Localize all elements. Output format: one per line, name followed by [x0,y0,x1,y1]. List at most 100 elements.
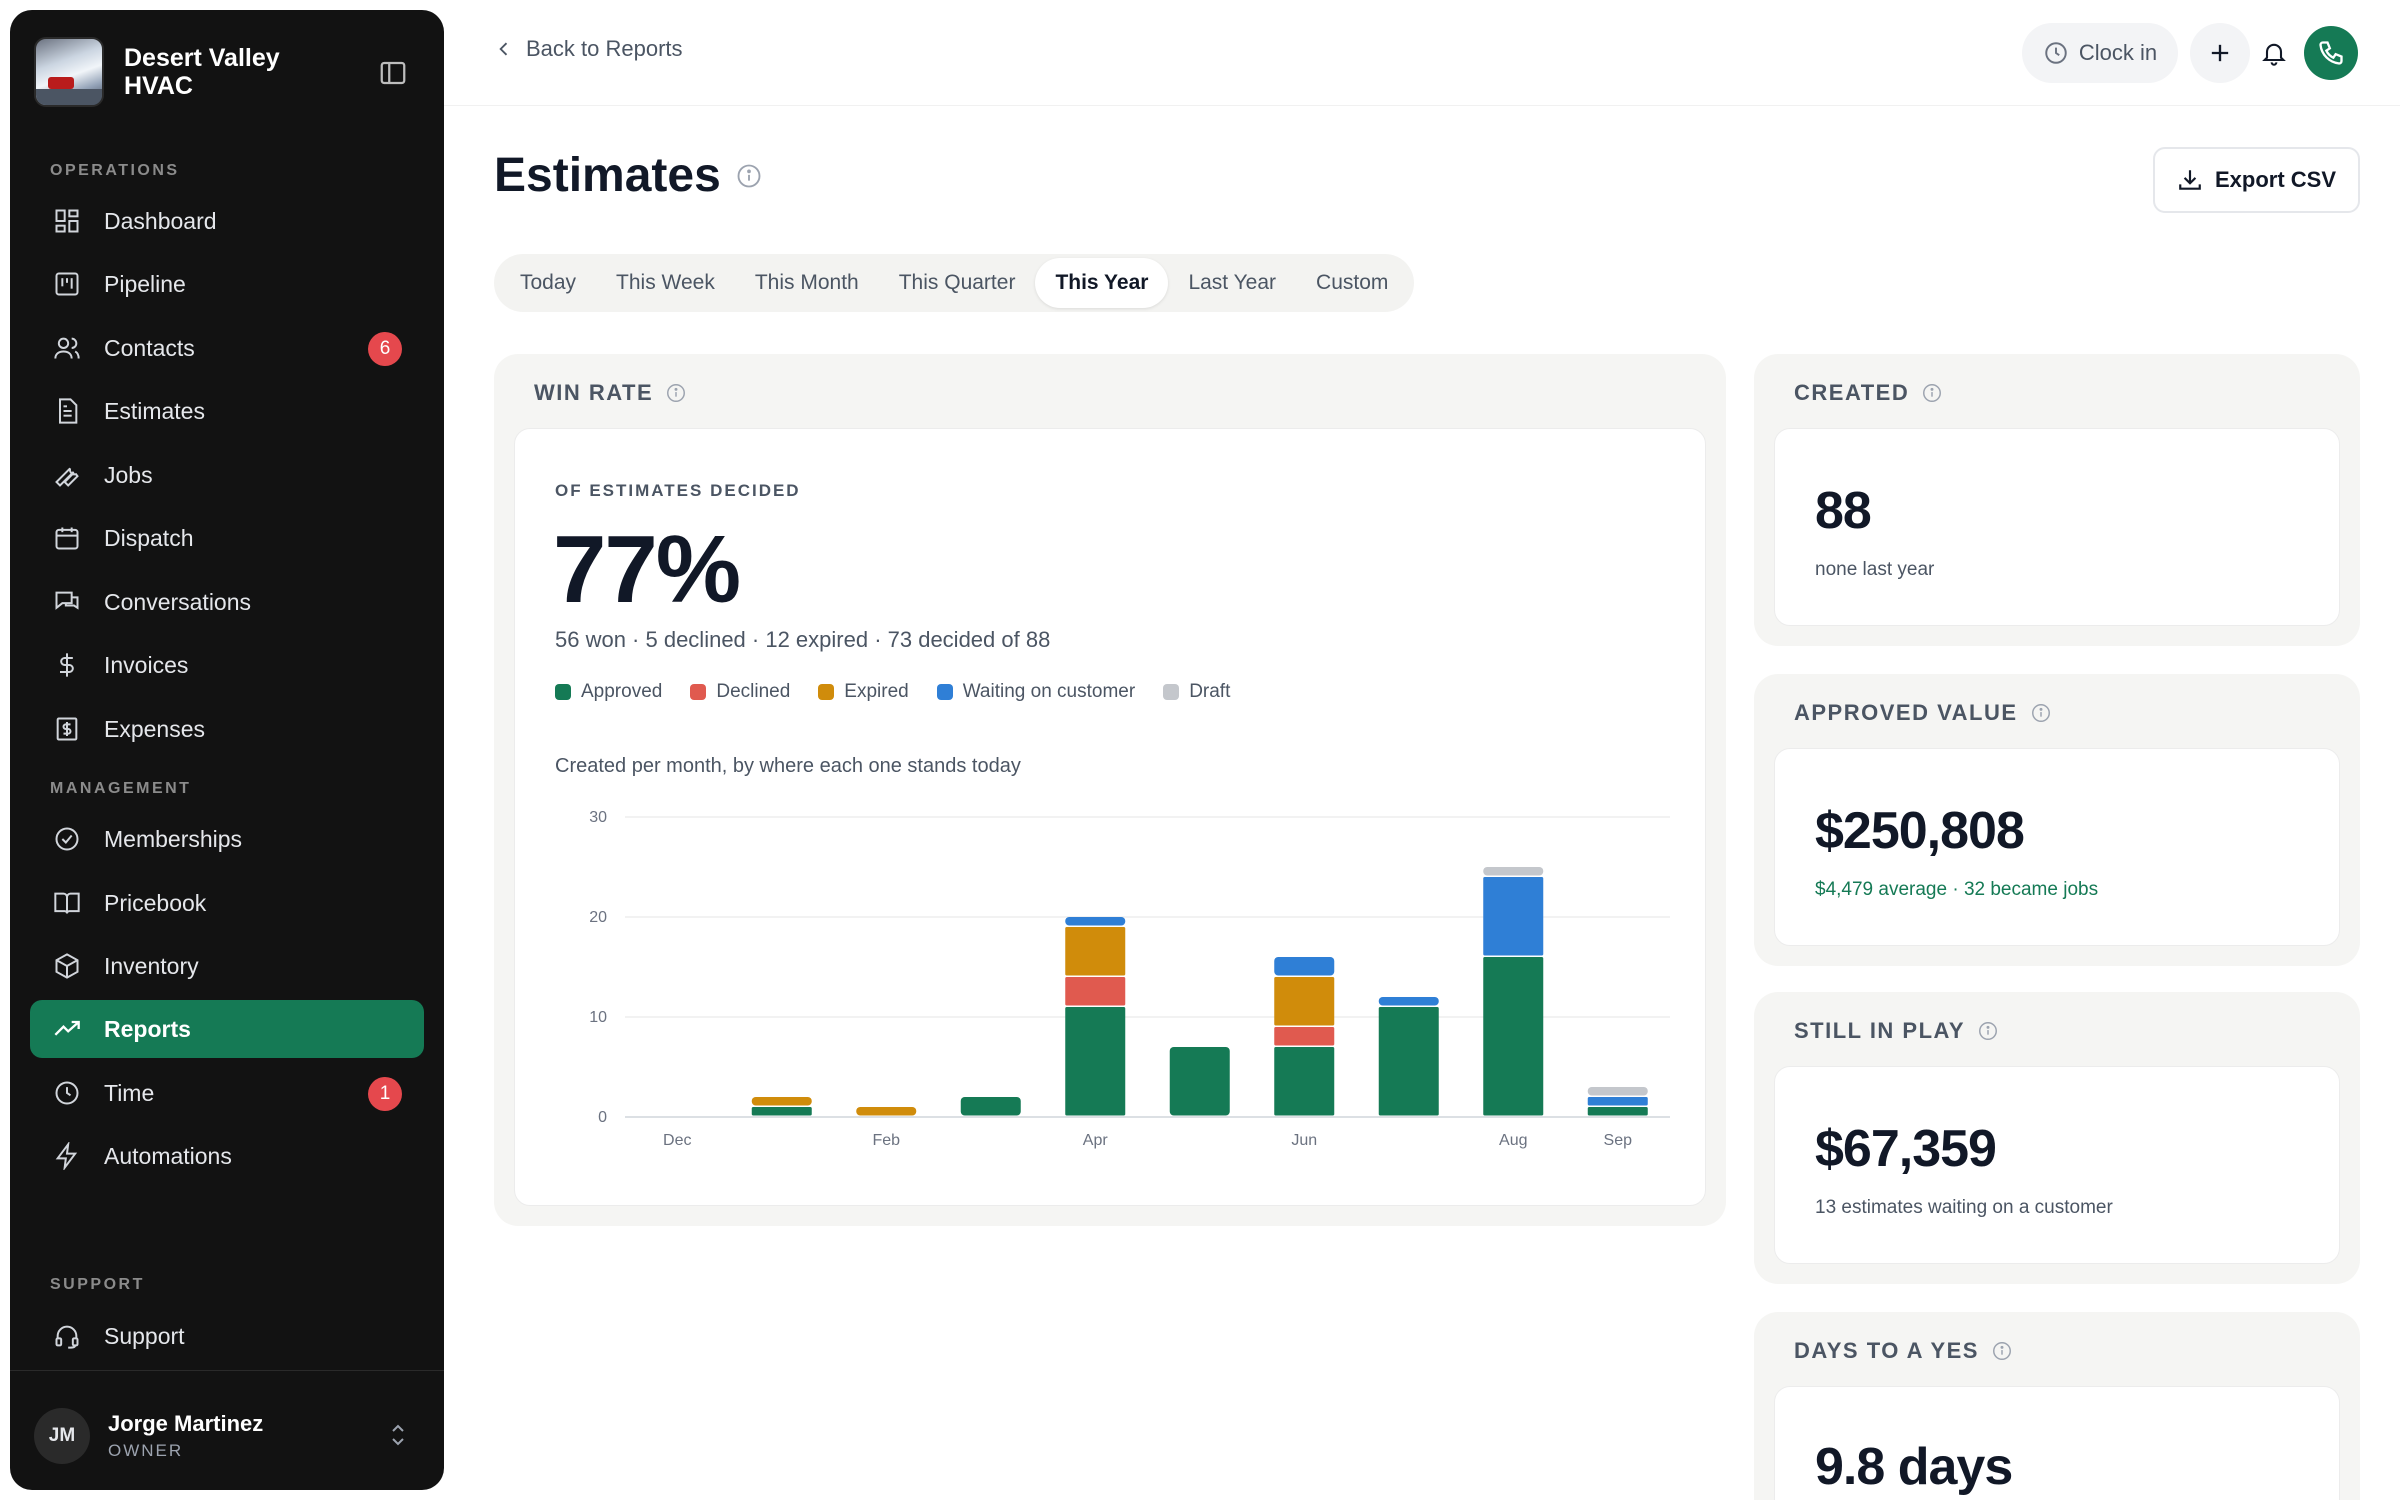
info-icon[interactable] [2030,702,2052,724]
chat-icon [52,587,82,617]
sidebar-item-automations[interactable]: Automations [30,1127,424,1185]
bar-segment-expired [1274,977,1335,1026]
trend-icon [52,1014,82,1044]
bar-segment-waiting-on-customer [1274,957,1335,976]
info-icon[interactable] [1977,1020,1999,1042]
approved-value-card: APPROVED VALUE $250,808 $4,479 average ·… [1754,674,2360,966]
sidebar-item-invoices[interactable]: Invoices [30,636,424,694]
back-link-label: Back to Reports [526,36,683,61]
bar-segment-waiting-on-customer [1378,997,1439,1006]
bar-segment-draft [1587,1087,1648,1096]
receipt-icon [52,714,82,744]
tab-today[interactable]: Today [520,271,577,294]
tab-this-week[interactable]: This Week [616,271,715,294]
win-rate-label-text: WIN RATE [534,380,654,405]
info-icon[interactable] [735,162,763,190]
sidebar-toggle-icon[interactable] [378,58,408,88]
still-in-play-card: STILL IN PLAY $67,359 13 estimates waiti… [1754,992,2360,1284]
chevron-left-icon [499,42,508,56]
bar-segment-approved [1274,1047,1335,1116]
tab-custom[interactable]: Custom [1316,271,1389,294]
brand[interactable]: Desert Valley HVAC [34,34,324,110]
sidebar-item-reports[interactable]: Reports [30,1000,424,1058]
legend-label: Expired [844,681,909,702]
sidebar-item-time[interactable]: Time 1 [30,1064,424,1122]
book-icon [52,888,82,918]
user-name: Jorge Martinez [108,1411,264,1436]
sidebar-item-pricebook[interactable]: Pricebook [30,874,424,932]
sidebar-item-label: Jobs [104,461,153,488]
add-button[interactable] [2190,23,2250,83]
legend-waiting: Waiting on customer [936,681,1135,703]
approved-value-value: $250,808 [1815,802,2025,860]
tab-this-year[interactable]: This Year [1035,258,1169,308]
estimates-bar-chart: 0 10 20 30 Dec Feb Apr Jun Aug Sep [589,809,1670,1149]
info-icon[interactable] [1991,1340,2013,1362]
info-icon[interactable] [665,382,687,404]
export-csv-button[interactable]: Export CSV [2153,147,2360,213]
notifications-button[interactable] [2244,23,2304,83]
sidebar-item-pipeline[interactable]: Pipeline [30,255,424,313]
sidebar-item-estimates[interactable]: Estimates [30,382,424,440]
bar-segment-expired [1065,927,1126,976]
x-tick-label: Aug [1499,1132,1527,1149]
tab-this-month[interactable]: This Month [754,271,859,294]
bar-segment-expired [856,1107,917,1116]
pipeline-icon [52,269,82,299]
document-icon [52,396,82,426]
sidebar-item-contacts[interactable]: Contacts 6 [30,319,424,377]
download-icon [2179,170,2201,190]
legend-swatch [818,684,835,700]
back-to-reports-link[interactable]: Back to Reports [494,36,683,62]
approved-value-panel: $250,808 $4,479 average · 32 became jobs [1774,748,2340,946]
win-rate-label: WIN RATE [534,380,687,406]
sidebar-item-label: Pricebook [104,889,207,916]
info-icon[interactable] [1921,382,1943,404]
sidebar-item-dashboard[interactable]: Dashboard [30,192,424,250]
phone-button[interactable] [2304,26,2358,80]
days-to-yes-value: 9.8 days [1815,1438,2013,1496]
wrench-icon [52,460,82,490]
sidebar-item-label: Estimates [104,397,205,424]
calendar-icon [52,523,82,553]
sidebar-item-memberships[interactable]: Memberships [30,810,424,868]
section-label-operations: OPERATIONS [50,162,180,179]
still-in-play-label-text: STILL IN PLAY [1794,1018,1966,1043]
approved-value-label-text: APPROVED VALUE [1794,700,2018,725]
bar-segment-approved [751,1107,812,1116]
still-in-play-value: $67,359 [1815,1120,1997,1178]
days-to-yes-panel: 9.8 days [1774,1386,2340,1500]
sidebar-item-inventory[interactable]: Inventory [30,937,424,995]
days-to-yes-card: DAYS TO A YES 9.8 days [1754,1312,2360,1500]
bar-segment-draft [1483,867,1544,876]
sidebar-item-conversations[interactable]: Conversations [30,573,424,631]
sidebar-item-support[interactable]: Support [30,1307,424,1365]
days-to-yes-label: DAYS TO A YES [1794,1338,2013,1364]
bar-segment-expired [751,1097,812,1106]
sidebar-item-label: Contacts [104,334,195,361]
win-rate-card: WIN RATE OF ESTIMATES DECIDED 77% 56 won… [494,354,1726,1226]
x-tick-label: Jun [1291,1132,1317,1149]
legend-label: Approved [581,681,663,702]
bar-segment-waiting-on-customer [1483,877,1544,956]
sidebar-item-label: Memberships [104,825,243,852]
sidebar-item-dispatch[interactable]: Dispatch [30,509,424,567]
bar-segment-approved [960,1097,1021,1116]
sidebar-item-expenses[interactable]: Expenses [30,700,424,758]
period-tabs: Today This Week This Month This Quarter … [494,254,1415,312]
time-count-badge: 1 [368,1077,402,1111]
section-label-support: SUPPORT [50,1276,145,1293]
legend-declined: Declined [690,681,790,703]
sidebar-item-label: Inventory [104,952,199,979]
tab-this-quarter[interactable]: This Quarter [898,271,1016,294]
chart-caption: Created per month, by where each one sta… [555,755,1021,777]
tab-last-year[interactable]: Last Year [1188,271,1277,294]
clock-in-button[interactable]: Clock in [2022,23,2178,83]
y-tick-label: 20 [589,909,607,926]
sidebar-item-jobs[interactable]: Jobs [30,446,424,504]
user-menu[interactable]: JM Jorge Martinez OWNER [34,1400,424,1472]
sidebar-item-label: Conversations [104,588,252,615]
approved-value-sub: $4,479 average · 32 became jobs [1815,879,2099,900]
sidebar-item-label: Invoices [104,651,189,678]
